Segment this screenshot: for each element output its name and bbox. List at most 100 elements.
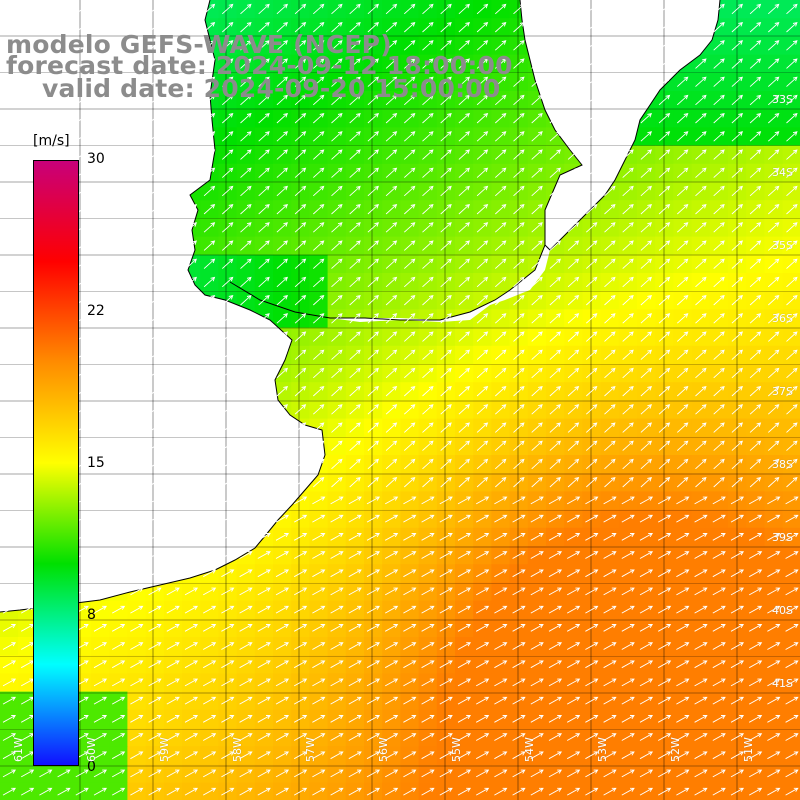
wind-arrow — [111, 733, 126, 741]
wind-arrow — [258, 349, 270, 360]
wind-arrow — [202, 678, 217, 687]
wind-arrow — [712, 751, 726, 760]
wind-arrow — [130, 112, 143, 124]
wind-arrow — [621, 514, 635, 523]
wind-arrow — [185, 149, 197, 160]
wind-arrow — [184, 769, 199, 778]
wind-arrow — [731, 94, 743, 106]
wind-arrow — [713, 222, 725, 233]
wind-arrow — [403, 422, 416, 433]
wind-arrow — [130, 514, 144, 523]
wind-arrow — [166, 569, 180, 578]
wind-arrow — [202, 769, 217, 778]
wind-arrow — [676, 404, 689, 415]
wind-arrow — [695, 440, 707, 451]
wind-arrow — [513, 385, 525, 397]
wind-arrow — [421, 642, 435, 650]
wind-arrow — [676, 58, 689, 69]
wind-arrow — [639, 569, 654, 578]
wind-arrow — [622, 276, 634, 288]
wind-arrow — [767, 21, 780, 33]
colorbar-tick-8: 8 — [87, 607, 96, 623]
wind-arrow — [312, 733, 326, 741]
wind-arrow — [731, 40, 743, 51]
wind-arrow — [513, 331, 525, 342]
wind-arrow — [748, 769, 763, 778]
wind-arrow — [203, 203, 216, 215]
wind-arrow — [512, 569, 526, 578]
wind-arrow — [530, 696, 544, 705]
wind-arrow — [494, 696, 508, 705]
wind-arrow — [112, 112, 125, 124]
wind-arrow — [294, 476, 307, 488]
wind-arrow — [695, 112, 707, 124]
wind-arrow — [785, 496, 799, 505]
wind-arrow — [221, 367, 234, 379]
wind-arrow — [476, 40, 489, 51]
wind-arrow — [530, 551, 544, 559]
wind-arrow — [185, 258, 197, 269]
wind-arrow — [494, 587, 508, 596]
wind-arrow — [167, 203, 179, 215]
wind-arrow — [457, 696, 472, 705]
wind-arrow — [748, 624, 763, 632]
wind-arrow — [513, 294, 525, 306]
wind-arrow — [748, 733, 763, 741]
wind-arrow — [349, 349, 361, 360]
wind-arrow — [713, 3, 725, 15]
coastline-uruguay — [229, 0, 721, 321]
wind-arrow — [513, 367, 525, 379]
wind-arrow — [622, 94, 634, 106]
wind-arrow — [422, 40, 434, 51]
wind-arrow — [748, 587, 763, 596]
wind-arrow — [149, 404, 161, 415]
wind-arrow — [293, 514, 308, 523]
wind-arrow — [294, 331, 307, 342]
wind-arrow — [604, 167, 616, 178]
wind-arrow — [130, 476, 143, 488]
wind-arrow — [512, 678, 526, 687]
wind-arrow — [276, 222, 288, 233]
wind-arrow — [494, 222, 507, 233]
wind-arrow — [767, 385, 780, 397]
wind-arrow — [585, 458, 598, 470]
wind-arrow — [730, 660, 745, 669]
wind-arrow — [785, 514, 799, 523]
wind-arrow — [657, 660, 672, 669]
wind-arrow — [349, 21, 361, 33]
wind-arrow — [585, 476, 598, 488]
wind-arrow — [531, 404, 543, 415]
wind-arrow — [403, 3, 416, 15]
wind-arrow — [585, 276, 598, 288]
wind-arrow — [221, 3, 234, 15]
wind-arrow — [767, 40, 780, 51]
wind-arrow — [202, 642, 217, 650]
wind-arrow — [149, 440, 161, 451]
wind-arrow — [731, 21, 743, 33]
wind-arrow — [130, 276, 143, 288]
wind-arrow — [166, 678, 180, 687]
wind-arrow — [530, 624, 544, 632]
wind-arrow — [258, 294, 270, 306]
wind-arrow — [713, 240, 725, 251]
wind-arrow — [293, 569, 308, 578]
wind-arrow — [184, 514, 199, 523]
wind-arrow — [76, 94, 88, 106]
wind-arrow — [676, 587, 690, 596]
wind-arrow — [367, 367, 379, 379]
wind-arrow — [349, 40, 361, 51]
wind-arrow — [786, 185, 798, 197]
wind-arrow — [531, 167, 543, 178]
wind-arrow — [93, 769, 108, 778]
wind-arrow — [294, 422, 307, 433]
wind-arrow — [294, 222, 307, 233]
wind-arrow — [384, 605, 399, 614]
wind-arrow — [275, 715, 290, 723]
wind-arrow — [202, 605, 217, 614]
wind-arrow — [239, 751, 253, 760]
wind-arrow — [257, 533, 271, 541]
wind-arrow — [786, 94, 798, 106]
wind-arrow — [567, 40, 580, 51]
wind-arrow — [713, 94, 725, 106]
wind-arrow — [713, 331, 725, 342]
